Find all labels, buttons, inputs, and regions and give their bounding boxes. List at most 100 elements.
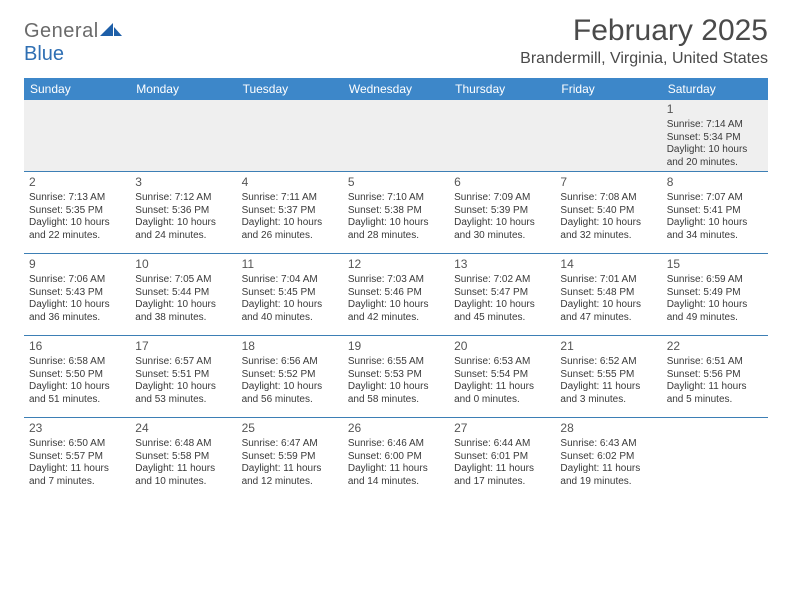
calendar-day-cell: 27Sunrise: 6:44 AMSunset: 6:01 PMDayligh… <box>449 418 555 500</box>
daylight-line-2: and 58 minutes. <box>348 394 444 407</box>
daylight-line-1: Daylight: 11 hours <box>348 463 444 476</box>
daylight-line-2: and 20 minutes. <box>667 157 763 170</box>
daylight-line-2: and 17 minutes. <box>454 476 550 489</box>
calendar-day-cell: 2 Sunrise: 7:13 AMSunset: 5:35 PMDaylight… <box>24 172 130 254</box>
daylight-line-1: Daylight: 11 hours <box>242 463 338 476</box>
sunrise-line: Sunrise: 7:13 AM <box>29 192 125 205</box>
day-number: 17 <box>135 339 231 354</box>
daylight-line-1: Daylight: 10 hours <box>135 217 231 230</box>
day-number: 27 <box>454 421 550 436</box>
col-sunday: Sunday <box>24 78 130 100</box>
sunrise-line: Sunrise: 7:03 AM <box>348 274 444 287</box>
daylight-line-2: and 19 minutes. <box>560 476 656 489</box>
location-subtitle: Brandermill, Virginia, United States <box>520 50 768 68</box>
calendar-day-cell: 13Sunrise: 7:02 AMSunset: 5:47 PMDayligh… <box>449 254 555 336</box>
calendar-week-row: 16Sunrise: 6:58 AMSunset: 5:50 PMDayligh… <box>24 336 768 418</box>
day-number: 8 <box>667 175 763 190</box>
sunrise-line: Sunrise: 6:46 AM <box>348 438 444 451</box>
daylight-line-2: and 24 minutes. <box>135 230 231 243</box>
sunrise-line: Sunrise: 7:04 AM <box>242 274 338 287</box>
sunset-line: Sunset: 5:50 PM <box>29 369 125 382</box>
col-friday: Friday <box>555 78 661 100</box>
calendar-week-row: 1Sunrise: 7:14 AMSunset: 5:34 PMDaylight… <box>24 100 768 172</box>
daylight-line-1: Daylight: 10 hours <box>454 299 550 312</box>
calendar-day-cell: 1Sunrise: 7:14 AMSunset: 5:34 PMDaylight… <box>662 100 768 172</box>
day-number: 26 <box>348 421 444 436</box>
daylight-line-1: Daylight: 11 hours <box>29 463 125 476</box>
calendar-day-cell: 28Sunrise: 6:43 AMSunset: 6:02 PMDayligh… <box>555 418 661 500</box>
calendar-day-cell <box>237 100 343 172</box>
day-number: 16 <box>29 339 125 354</box>
sunset-line: Sunset: 5:49 PM <box>667 287 763 300</box>
brand-text-1: General <box>24 20 99 42</box>
sunrise-line: Sunrise: 6:56 AM <box>242 356 338 369</box>
sunset-line: Sunset: 5:57 PM <box>29 451 125 464</box>
daylight-line-1: Daylight: 10 hours <box>29 217 125 230</box>
daylight-line-2: and 26 minutes. <box>242 230 338 243</box>
sunset-line: Sunset: 5:35 PM <box>29 205 125 218</box>
day-number: 2 <box>29 175 125 190</box>
sunset-line: Sunset: 5:55 PM <box>560 369 656 382</box>
calendar-day-cell <box>555 100 661 172</box>
sunrise-line: Sunrise: 7:11 AM <box>242 192 338 205</box>
calendar-day-cell: 5Sunrise: 7:10 AMSunset: 5:38 PMDaylight… <box>343 172 449 254</box>
daylight-line-2: and 53 minutes. <box>135 394 231 407</box>
calendar-day-cell: 21Sunrise: 6:52 AMSunset: 5:55 PMDayligh… <box>555 336 661 418</box>
col-monday: Monday <box>130 78 236 100</box>
day-number: 11 <box>242 257 338 272</box>
daylight-line-2: and 22 minutes. <box>29 230 125 243</box>
calendar-day-cell: 26Sunrise: 6:46 AMSunset: 6:00 PMDayligh… <box>343 418 449 500</box>
calendar-day-cell: 7Sunrise: 7:08 AMSunset: 5:40 PMDaylight… <box>555 172 661 254</box>
calendar-day-cell <box>130 100 236 172</box>
weekday-header-row: Sunday Monday Tuesday Wednesday Thursday… <box>24 78 768 100</box>
calendar-day-cell: 25Sunrise: 6:47 AMSunset: 5:59 PMDayligh… <box>237 418 343 500</box>
calendar-day-cell: 8Sunrise: 7:07 AMSunset: 5:41 PMDaylight… <box>662 172 768 254</box>
sunrise-line: Sunrise: 6:52 AM <box>560 356 656 369</box>
day-number: 15 <box>667 257 763 272</box>
daylight-line-2: and 51 minutes. <box>29 394 125 407</box>
daylight-line-1: Daylight: 10 hours <box>454 217 550 230</box>
day-number: 14 <box>560 257 656 272</box>
day-number: 20 <box>454 339 550 354</box>
daylight-line-2: and 40 minutes. <box>242 312 338 325</box>
sunrise-line: Sunrise: 6:48 AM <box>135 438 231 451</box>
daylight-line-1: Daylight: 10 hours <box>135 299 231 312</box>
calendar-day-cell <box>24 100 130 172</box>
daylight-line-2: and 30 minutes. <box>454 230 550 243</box>
sunrise-line: Sunrise: 6:57 AM <box>135 356 231 369</box>
daylight-line-2: and 14 minutes. <box>348 476 444 489</box>
calendar-day-cell: 16Sunrise: 6:58 AMSunset: 5:50 PMDayligh… <box>24 336 130 418</box>
day-number: 23 <box>29 421 125 436</box>
calendar-day-cell: 10Sunrise: 7:05 AMSunset: 5:44 PMDayligh… <box>130 254 236 336</box>
calendar-day-cell: 6Sunrise: 7:09 AMSunset: 5:39 PMDaylight… <box>449 172 555 254</box>
sunrise-line: Sunrise: 7:07 AM <box>667 192 763 205</box>
daylight-line-1: Daylight: 10 hours <box>667 217 763 230</box>
sunset-line: Sunset: 5:36 PM <box>135 205 231 218</box>
sunrise-line: Sunrise: 7:10 AM <box>348 192 444 205</box>
calendar-day-cell <box>343 100 449 172</box>
sunset-line: Sunset: 5:44 PM <box>135 287 231 300</box>
sunrise-line: Sunrise: 7:12 AM <box>135 192 231 205</box>
calendar-day-cell: 19Sunrise: 6:55 AMSunset: 5:53 PMDayligh… <box>343 336 449 418</box>
daylight-line-1: Daylight: 10 hours <box>560 299 656 312</box>
daylight-line-1: Daylight: 10 hours <box>667 299 763 312</box>
sunrise-line: Sunrise: 7:09 AM <box>454 192 550 205</box>
calendar-day-cell <box>449 100 555 172</box>
sunset-line: Sunset: 5:43 PM <box>29 287 125 300</box>
day-number: 22 <box>667 339 763 354</box>
calendar-day-cell: 9Sunrise: 7:06 AMSunset: 5:43 PMDaylight… <box>24 254 130 336</box>
daylight-line-1: Daylight: 10 hours <box>560 217 656 230</box>
daylight-line-1: Daylight: 10 hours <box>242 381 338 394</box>
sunrise-line: Sunrise: 6:53 AM <box>454 356 550 369</box>
daylight-line-1: Daylight: 11 hours <box>560 463 656 476</box>
daylight-line-2: and 36 minutes. <box>29 312 125 325</box>
daylight-line-1: Daylight: 10 hours <box>135 381 231 394</box>
day-number: 25 <box>242 421 338 436</box>
brand-text-2: Blue <box>24 43 64 65</box>
day-number: 12 <box>348 257 444 272</box>
daylight-line-1: Daylight: 11 hours <box>135 463 231 476</box>
sunrise-line: Sunrise: 6:59 AM <box>667 274 763 287</box>
sunrise-line: Sunrise: 7:05 AM <box>135 274 231 287</box>
daylight-line-2: and 7 minutes. <box>29 476 125 489</box>
day-number: 9 <box>29 257 125 272</box>
